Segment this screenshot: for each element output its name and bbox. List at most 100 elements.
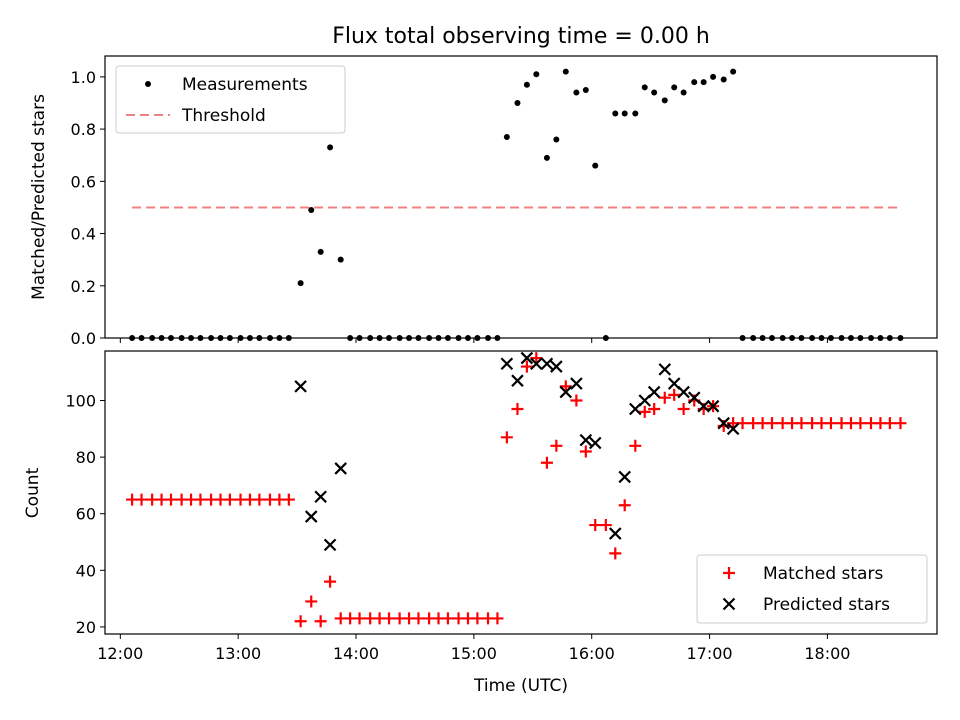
matched-star-marker [282,493,295,506]
predicted-star-marker [550,360,563,373]
count-y-tick-label: 40 [76,561,96,580]
matched-star-marker [314,615,327,628]
measurement-point [671,84,678,91]
matched-star-marker [824,417,837,430]
ratio-y-axis-label: Matched/Predicted stars [29,94,49,300]
predicted-star-marker [530,357,543,371]
matched-star-marker [629,439,642,452]
legend-label: Measurements [182,75,308,95]
x-tick-label: 15:00 [451,644,497,663]
predicted-star-marker [323,538,337,552]
matched-star-marker [648,403,661,416]
predicted-star-marker [304,510,318,523]
matched-star-marker [570,394,583,407]
ratio-y-tick-label: 0.0 [71,329,96,348]
matched-star-marker [135,493,148,506]
legend-predicted-swatch [722,597,736,611]
measurement-point [562,68,569,75]
measurement-point [621,110,628,117]
ratio-y-tick-label: 0.8 [71,120,96,139]
measurement-point [691,79,698,86]
measurement-point [592,162,599,169]
legend-box [696,554,928,624]
measurement-point [632,110,639,117]
x-tick-label: 16:00 [569,644,615,663]
measurement-point [573,89,580,96]
matched-star-marker [677,403,690,416]
legend-measurements-swatch [145,81,151,87]
matched-star-marker [658,391,671,404]
x-tick-label: 13:00 [215,644,261,663]
matched-star-marker [500,431,513,444]
matched-star-marker [412,612,425,625]
matched-star-marker [164,493,177,506]
matched-star-marker [766,417,779,430]
matched-star-marker [294,615,307,628]
legend-label: Predicted stars [763,595,890,615]
predicted-star-marker [334,462,347,475]
predicted-star-marker [647,385,661,399]
matched-star-marker [441,612,454,625]
count-axes-frame [104,350,938,635]
predicted-star-marker [706,399,720,413]
measurement-point [651,89,658,96]
predicted-star-marker [314,490,327,504]
measurement-point [543,154,550,161]
matched-star-marker [324,575,337,588]
legend-matched-swatch [723,567,735,579]
measurement-point [337,256,344,263]
matched-star-marker [194,493,207,506]
measurement-point [730,68,737,75]
x-axis-label: Time (UTC) [473,676,568,696]
measurement-point [661,97,668,104]
predicted-star-marker [294,380,307,393]
matched-star-marker [638,405,651,418]
count-y-axis-label: Count [23,467,43,518]
matched-star-marker [599,519,612,532]
measurement-point [317,248,324,255]
ratio-y-tick-label: 1.0 [71,68,96,87]
matched-star-marker [589,519,602,532]
predicted-star-marker [570,377,583,390]
matched-star-marker [520,360,533,373]
predicted-star-marker [588,436,602,450]
count-y-tick-label: 100 [65,392,96,411]
measurement-point [582,86,589,93]
measurement-point [612,110,619,117]
matched-star-marker [540,456,553,469]
predicted-star-marker [609,527,622,540]
ratio-panel: 0.0 0.2 0.4 0.6 0.8 1.0 Measurements Threshold [71,55,938,348]
chart-title: Flux total observing time = 0.00 h [332,24,710,49]
measurement-point [327,144,334,151]
matched-star-marker [668,388,681,401]
matched-star-marker [550,439,563,452]
predicted-star-marker [618,470,631,484]
measurement-point [680,89,687,96]
matched-star-marker [383,612,396,625]
measurement-point [503,133,510,140]
matched-star-marker [609,547,622,560]
matched-star-marker [894,417,907,430]
matched-star-marker [736,417,749,430]
x-tick-label: 18:00 [804,644,850,663]
predicted-star-marker [726,422,740,436]
matched-star-marker [530,352,543,365]
measurement-point [523,81,530,88]
matched-star-marker [795,417,808,430]
measurement-point [710,73,717,80]
count-y-tick-label: 80 [76,448,96,467]
measurement-point [700,79,707,86]
matched-star-marker [559,380,572,393]
x-tick-label: 14:00 [333,644,379,663]
measurement-point [553,136,560,143]
count-legend: Matched stars Predicted stars [696,554,928,624]
count-y-tick-label: 60 [76,505,96,524]
predicted-star-marker [717,416,730,430]
measurement-point [308,207,315,214]
ratio-legend: Measurements Threshold [115,65,346,134]
predicted-star-marker [677,385,690,399]
predicted-star-marker [520,351,534,365]
matched-star-marker [253,493,266,506]
ratio-y-tick-label: 0.2 [71,277,96,296]
